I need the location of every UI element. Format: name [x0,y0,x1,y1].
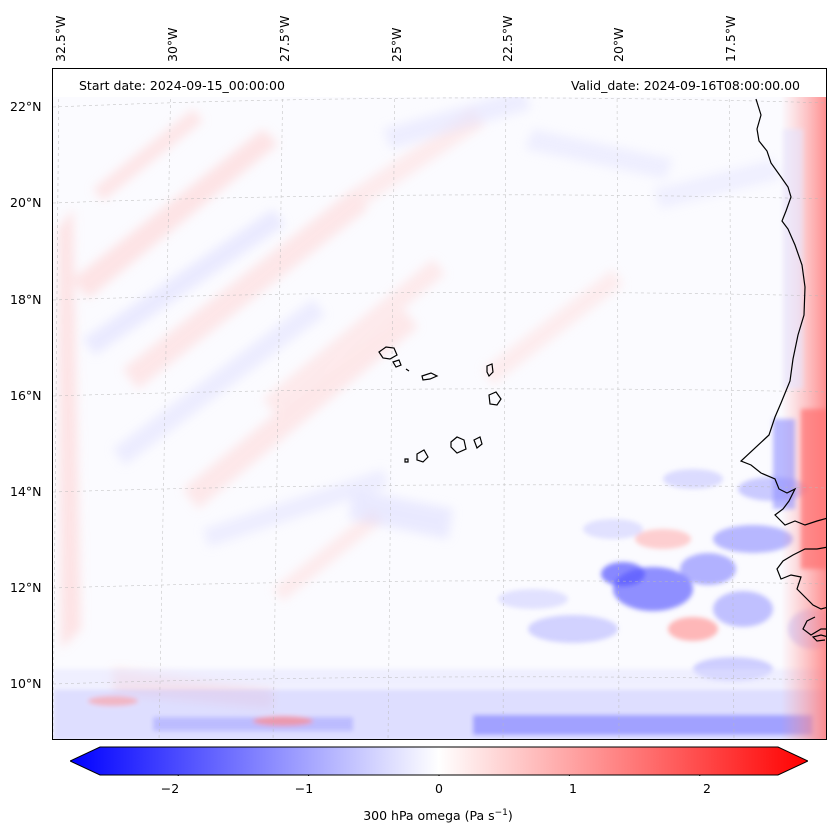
africa-coastline [739,98,826,642]
lon-label-17-5w: 17.5°W [723,15,738,62]
southern-band [53,669,826,739]
colorbar-tick-neg1: −1 [294,781,314,796]
valid-date-label: Valid_date: 2024-09-16T08:00:00.00 [570,78,800,93]
omega-field [53,69,826,739]
colorbar-title: 300 hPa omega (Pa s−1) [0,808,837,823]
colorbar-tick-0: 0 [435,781,443,796]
lon-label-27-5w: 27.5°W [277,15,292,62]
lat-label-22n: 22°N [10,99,42,114]
colorbar-tick-2: 2 [703,781,711,796]
colorbar-tick-neg2: −2 [160,781,180,796]
negative-streaks [83,89,781,547]
map-panel[interactable]: Start date: 2024-09-15_00:00:00 Valid_da… [52,68,827,740]
lat-label-14n: 14°N [10,484,42,499]
colorbar-tick-1: 1 [569,781,577,796]
lat-label-16n: 16°N [10,388,42,403]
lon-label-30w: 30°W [165,27,180,62]
colorbar [68,746,810,779]
info-bar-bg [53,69,826,97]
lon-label-22-5w: 22.5°W [500,15,515,62]
lat-label-18n: 18°N [10,292,42,307]
lon-label-20w: 20°W [611,27,626,62]
lat-label-12n: 12°N [10,580,42,595]
field-background [53,69,826,739]
colorbar-title-exponent: −1 [494,808,508,818]
start-date-label: Start date: 2024-09-15_00:00:00 [79,78,285,93]
graticule [53,69,826,739]
colorbar-title-close: ) [507,808,513,824]
right-edge-detail [773,129,826,569]
lon-label-32-5w: 32.5°W [53,15,68,62]
lon-label-25w: 25°W [389,27,404,62]
lat-label-20n: 20°N [10,195,42,210]
colorbar-graphic [68,746,810,779]
colorbar-title-text: 300 hPa omega (Pa s [363,808,495,824]
lat-label-10n: 10°N [10,676,42,691]
cabo-verde-islands [378,346,502,463]
